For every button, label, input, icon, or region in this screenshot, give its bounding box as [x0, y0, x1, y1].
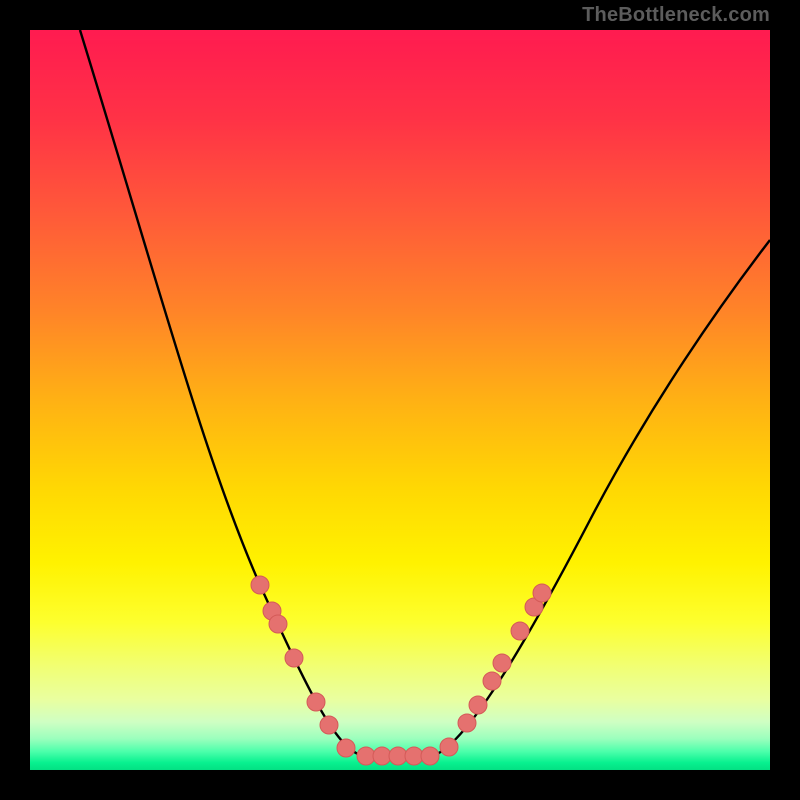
- marker-bottom: [405, 747, 423, 765]
- marker-left: [285, 649, 303, 667]
- watermark-text: TheBottleneck.com: [582, 4, 770, 27]
- marker-right: [511, 622, 529, 640]
- curve-left: [80, 30, 360, 755]
- marker-bottom: [357, 747, 375, 765]
- marker-right: [440, 738, 458, 756]
- marker-left: [269, 615, 287, 633]
- plot-area: [30, 30, 770, 770]
- marker-bottom: [389, 747, 407, 765]
- marker-right: [533, 584, 551, 602]
- chart-frame: TheBottleneck.com: [0, 0, 800, 800]
- marker-left: [320, 716, 338, 734]
- bottleneck-curve: [30, 30, 770, 770]
- marker-bottom: [421, 747, 439, 765]
- marker-bottom: [373, 747, 391, 765]
- marker-left: [337, 739, 355, 757]
- marker-left: [251, 576, 269, 594]
- marker-right: [493, 654, 511, 672]
- marker-left: [307, 693, 325, 711]
- marker-right: [458, 714, 476, 732]
- marker-right: [483, 672, 501, 690]
- marker-right: [469, 696, 487, 714]
